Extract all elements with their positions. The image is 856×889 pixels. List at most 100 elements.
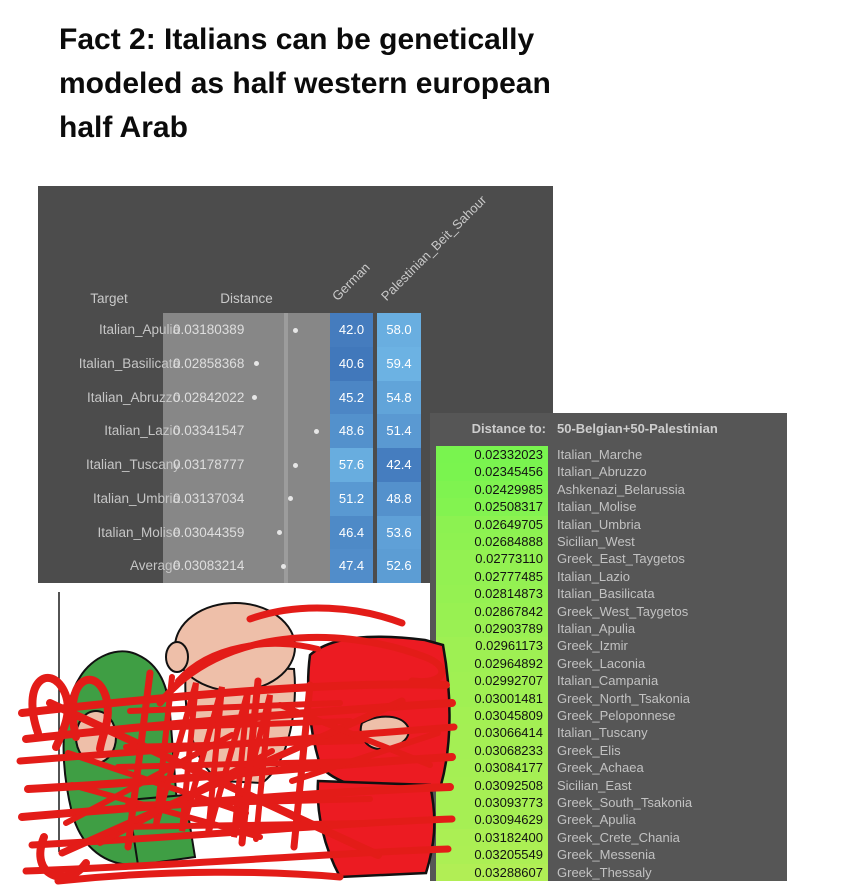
population-label: Greek_East_Taygetos xyxy=(557,551,685,567)
title-line-1: Fact 2: Italians can be genetically xyxy=(59,23,535,56)
distance-value-cell: 0.03205549 xyxy=(436,846,548,864)
model-table-row: Italian_Lazio 0.03341547 48.6 51.4 xyxy=(38,414,553,448)
distance-value-cell: 0.02903789 xyxy=(436,620,548,638)
population-label: Greek_Elis xyxy=(557,742,621,758)
distance-value-cell: 0.02964892 xyxy=(436,654,548,673)
target-label: Italian_Umbria xyxy=(92,490,180,506)
distance-list-row: 0.02345456 Italian_Abruzzo xyxy=(430,463,787,481)
page-title: Fact 2: Italians can be genetically mode… xyxy=(59,18,699,150)
distance-value-cell: 0.02961173 xyxy=(436,637,548,655)
palestinian-percent-cell: 52.6 xyxy=(377,549,421,583)
model-table-row: Italian_Molise 0.03044359 46.4 53.6 xyxy=(38,515,553,550)
distance-dot-marker xyxy=(281,563,287,569)
distance-value-cell: 0.03045809 xyxy=(436,707,548,725)
distance-list-row: 0.03066414 Italian_Tuscany xyxy=(430,724,787,742)
distance-value-cell: 0.03092508 xyxy=(436,776,548,794)
target-label: Italian_Molise xyxy=(97,524,180,540)
distance-list-row: 0.03094629 Greek_Apulia xyxy=(430,811,787,829)
population-label: Ashkenazi_Belarussia xyxy=(557,481,685,497)
distance-value-cell: 0.03182400 xyxy=(436,828,548,847)
column-header-target: Target xyxy=(90,291,128,306)
model-table-rows: Italian_Apulia 0.03180389 42.0 58.0 Italian_… xyxy=(38,313,553,583)
distance-value: 0.02842022 xyxy=(173,389,245,405)
german-percent-cell: 57.6 xyxy=(330,448,373,482)
distance-value-cell: 0.02429985 xyxy=(436,480,548,499)
distance-dot-marker xyxy=(293,462,299,468)
german-percent-cell: 47.4 xyxy=(330,549,373,583)
german-percent-cell: 46.4 xyxy=(330,515,373,550)
population-label: Sicilian_West xyxy=(557,534,635,549)
distance-list-row: 0.02684888 Sicilian_West xyxy=(430,533,787,551)
distance-value-cell: 0.02992707 xyxy=(436,672,548,690)
population-label: Greek_Izmir xyxy=(557,638,628,654)
distance-list-row: 0.02508317 Italian_Molise xyxy=(430,498,787,516)
red-scribbles xyxy=(16,604,458,885)
distance-value-cell: 0.03084177 xyxy=(436,759,548,777)
model-table-row: Italian_Umbria 0.03137034 51.2 48.8 xyxy=(38,481,553,516)
title-line-2: modeled as half western european xyxy=(59,67,551,100)
palestinian-percent-cell: 59.4 xyxy=(377,346,421,381)
population-label: Greek_Messenia xyxy=(557,847,656,863)
distance-value-cell: 0.03094629 xyxy=(436,811,548,829)
german-percent-cell: 42.0 xyxy=(330,313,373,347)
distance-list-row: 0.03001481 Greek_North_Tsakonia xyxy=(430,689,787,707)
distance-value-cell: 0.02814873 xyxy=(436,585,548,603)
distance-value-cell: 0.02684888 xyxy=(436,533,548,551)
distance-list-row: 0.03045809 Greek_Peloponnese xyxy=(430,707,787,725)
distance-list-row: 0.02773110 Greek_East_Taygetos xyxy=(430,550,787,568)
population-label: Greek_Crete_Chania xyxy=(557,829,680,845)
population-label: Italian_Campania xyxy=(557,673,659,689)
target-label: Italian_Apulia xyxy=(98,322,180,337)
population-label: Greek_Peloponnese xyxy=(557,708,676,723)
population-label: Greek_South_Tsakonia xyxy=(557,795,693,810)
distance-list-table: Distance to: 50-Belgian+50-Palestinian 0… xyxy=(430,413,787,881)
palestinian-percent-cell: 51.4 xyxy=(377,414,421,448)
distance-list-rows: 0.02332023 Italian_Marche 0.02345456 Italia… xyxy=(430,446,787,881)
distance-list-row: 0.02814873 Italian_Basilicata xyxy=(430,585,787,603)
title-line-3: half Arab xyxy=(59,111,188,144)
population-label: Greek_Laconia xyxy=(557,655,646,671)
distance-dot-marker xyxy=(276,530,282,535)
distance-scale-divider xyxy=(284,313,288,583)
target-label: Italian_Basilicata xyxy=(78,355,180,371)
scribbled-cartoon-image xyxy=(16,592,458,885)
palestinian-percent-cell: 53.6 xyxy=(377,515,421,550)
distance-dot-marker xyxy=(313,428,319,434)
population-label: Greek_Apulia xyxy=(557,812,636,828)
distance-dot-marker xyxy=(288,496,294,502)
distance-dot-marker xyxy=(293,327,299,333)
target-label: Average xyxy=(129,558,180,574)
distance-value-cell: 0.03066414 xyxy=(436,724,548,742)
population-label: Italian_Apulia xyxy=(557,621,636,636)
distance-list-row: 0.03092508 Sicilian_East xyxy=(430,776,787,794)
german-percent-cell: 40.6 xyxy=(330,346,373,381)
distance-list-row: 0.02429985 Ashkenazi_Belarussia xyxy=(430,480,787,499)
distance-value-cell: 0.02867842 xyxy=(436,602,548,620)
distance-list-row: 0.02964892 Greek_Laconia xyxy=(430,654,787,673)
column-header-distance: Distance xyxy=(220,291,273,306)
model-table-row: Italian_Basilicata 0.02858368 40.6 59.4 xyxy=(38,346,553,381)
column-header-german: German xyxy=(328,259,373,304)
distance-list-row: 0.03182400 Greek_Crete_Chania xyxy=(430,828,787,847)
distance-list-row: 0.02992707 Italian_Campania xyxy=(430,672,787,690)
distance-list-row: 0.02867842 Greek_West_Taygetos xyxy=(430,602,787,620)
distance-list-row: 0.02649705 Italian_Umbria xyxy=(430,515,787,533)
population-label: Greek_Thessaly xyxy=(557,864,652,880)
distance-value: 0.03341547 xyxy=(173,423,245,439)
distance-value-cell: 0.03093773 xyxy=(436,794,548,812)
distance-list-row: 0.03068233 Greek_Elis xyxy=(430,741,787,760)
distance-value-cell: 0.02508317 xyxy=(436,498,548,516)
population-label: Italian_Umbria xyxy=(557,516,641,532)
distance-list-row: 0.02961173 Greek_Izmir xyxy=(430,637,787,655)
population-label: Greek_West_Taygetos xyxy=(557,603,689,619)
distance-scale-strip xyxy=(163,313,330,583)
distance-dot-marker xyxy=(253,361,259,367)
population-label: Greek_North_Tsakonia xyxy=(557,690,690,706)
distance-value-cell: 0.02345456 xyxy=(436,463,548,481)
distance-value-cell: 0.03001481 xyxy=(436,689,548,707)
german-percent-cell: 45.2 xyxy=(330,380,373,415)
model-table-row: Italian_Abruzzo 0.02842022 45.2 54.8 xyxy=(38,380,553,415)
distance-value: 0.03137034 xyxy=(173,490,245,506)
palestinian-percent-cell: 58.0 xyxy=(377,313,421,347)
column-header-palestinian-beit-sahour: Palestinian_Beit_Sahour xyxy=(377,192,490,304)
